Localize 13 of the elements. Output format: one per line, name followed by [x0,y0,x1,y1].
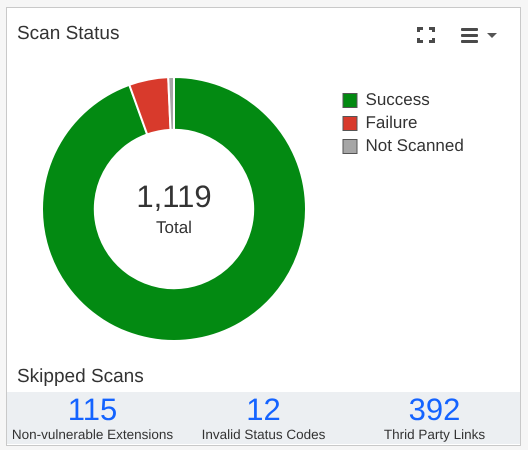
data-label: 392 [408,392,462,427]
legend-label: Success [366,90,430,110]
data-label: 115 [66,392,118,427]
data-label: 12 [245,392,282,427]
chart-title: Scan Status [17,23,120,45]
text: 1,119 [136,179,212,214]
text: Skipped Scans [17,366,144,388]
legend-label: Not Scanned [366,136,464,156]
category-label: Non-vulnerable Extensions [10,427,174,443]
text: Total [156,218,192,237]
category-label: Invalid Status Codes [200,427,326,443]
category-label: Thrid Party Links [382,427,486,443]
legend-label: Failure [366,113,418,132]
